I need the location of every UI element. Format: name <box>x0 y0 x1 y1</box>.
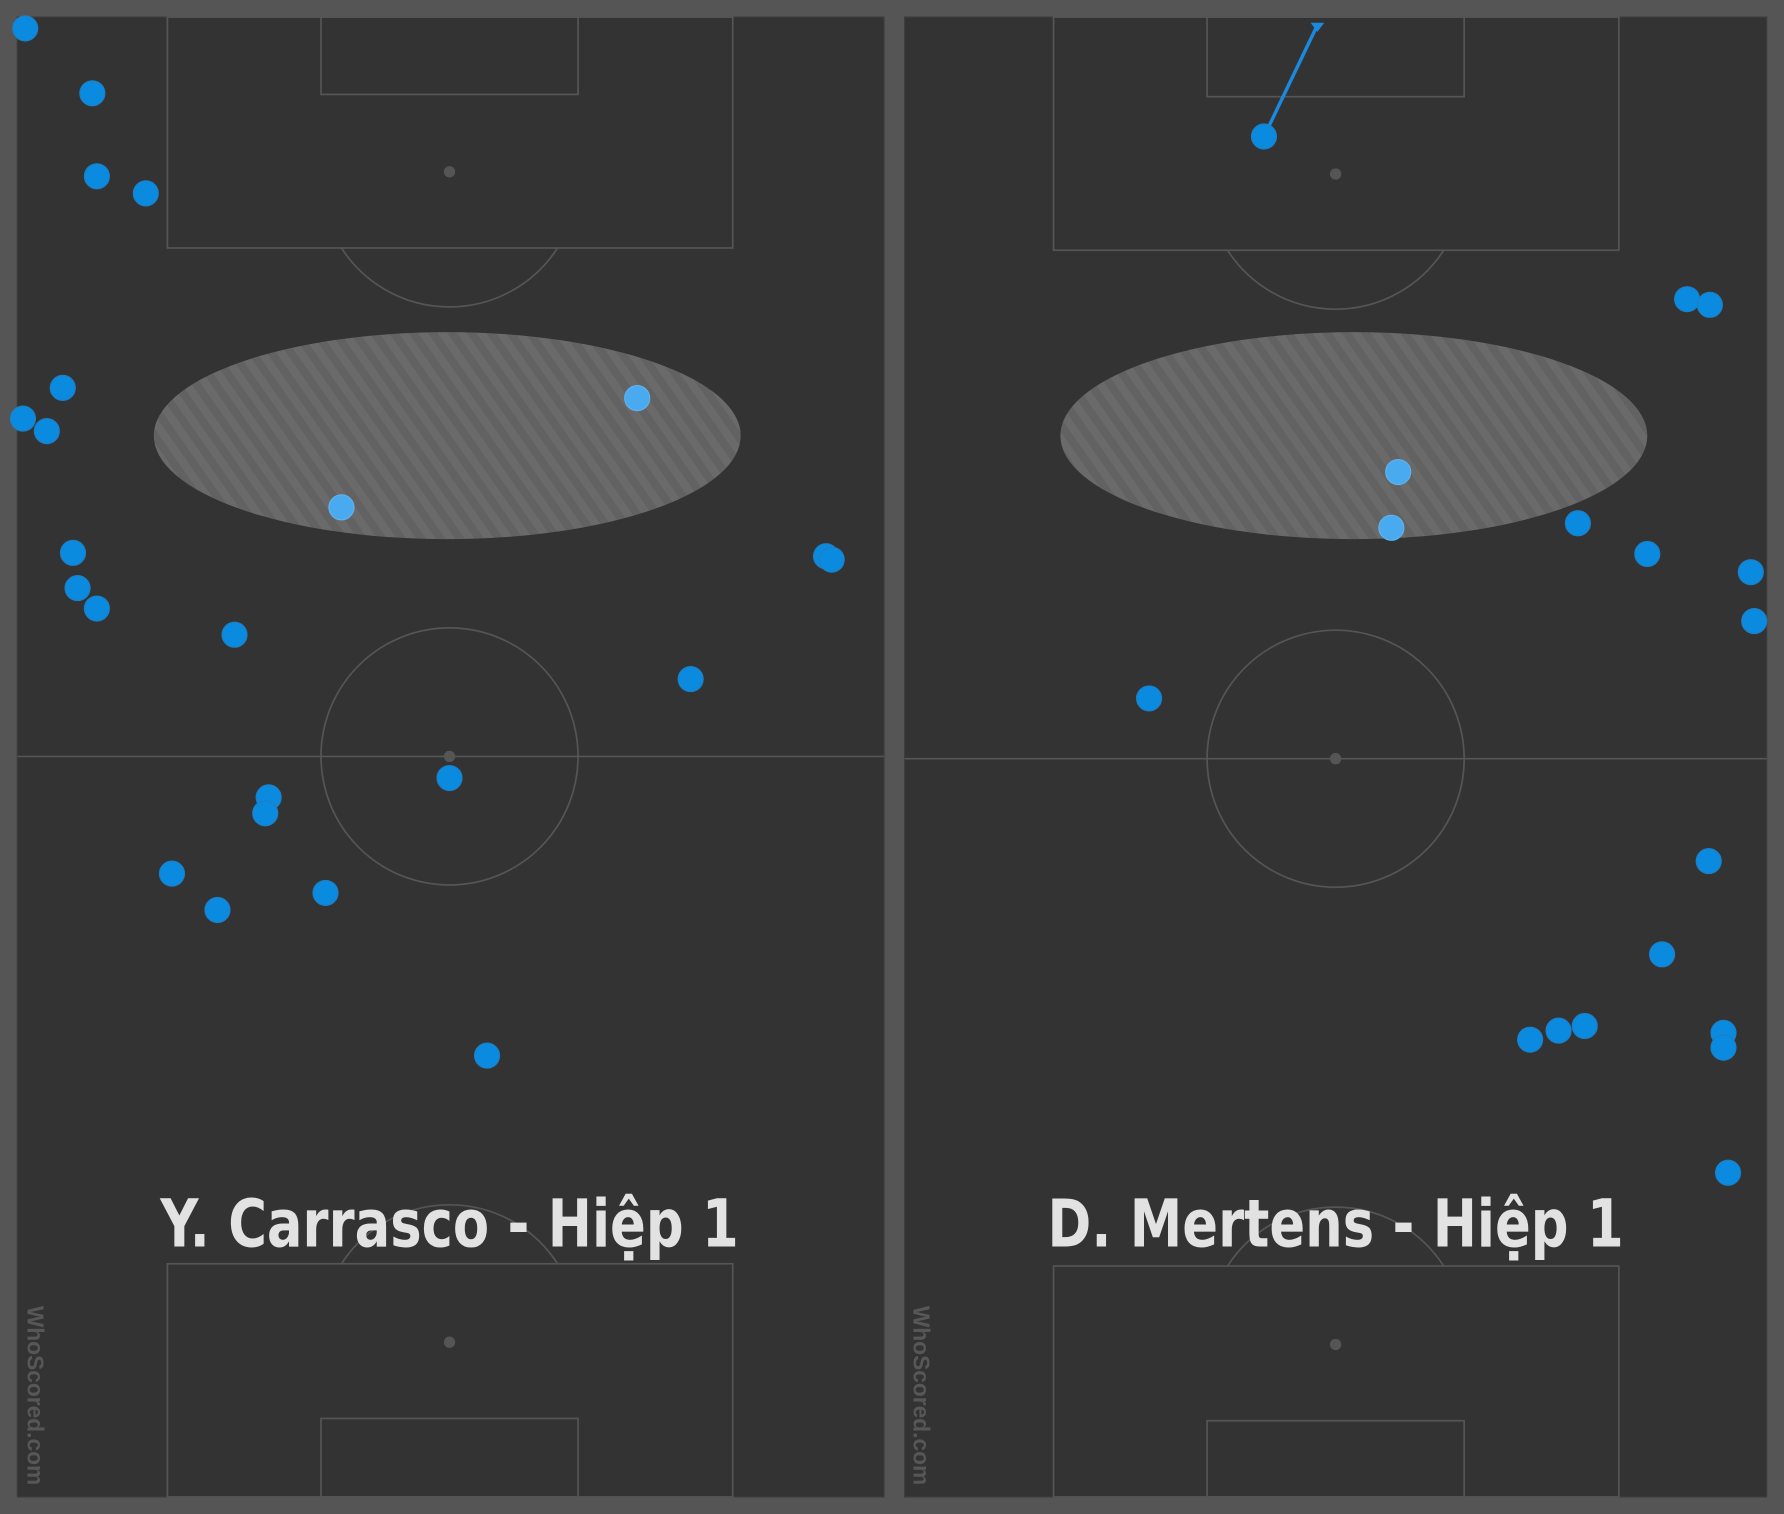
touch <box>132 180 159 207</box>
touch <box>1695 847 1722 875</box>
penalty-arc <box>1226 249 1445 311</box>
center-circle <box>1206 629 1466 889</box>
pitch-left: Y. Carrasco - Hiệp 1 WhoScored.com <box>9 15 885 1498</box>
touch <box>252 800 279 827</box>
touch <box>49 374 76 401</box>
touch <box>1634 540 1661 568</box>
touch <box>473 1042 501 1069</box>
penalty-arc <box>340 1203 559 1265</box>
touch <box>79 80 106 107</box>
six-yard-box <box>1206 1419 1466 1498</box>
touch <box>33 418 60 445</box>
touch <box>818 546 845 573</box>
touch <box>59 539 87 566</box>
touch <box>1571 1012 1598 1040</box>
touch <box>1696 291 1723 318</box>
pass-line <box>1262 24 1319 138</box>
touch <box>64 575 91 602</box>
pass-arrow <box>1310 22 1325 32</box>
center-circle <box>320 627 579 886</box>
touch <box>1564 510 1591 537</box>
pitch-right: D. Mertens - Hiệp 1 WhoScored.com <box>903 16 1768 1498</box>
touch <box>221 621 248 648</box>
touch <box>1517 1026 1544 1053</box>
penalty-spot <box>443 166 456 178</box>
touch <box>83 163 110 190</box>
zone-highlight <box>1060 332 1648 540</box>
penalty-spot <box>1329 168 1342 180</box>
watermark: WhoScored.com <box>23 1306 49 1485</box>
touch <box>328 494 355 521</box>
touch <box>1737 559 1764 586</box>
penalty-arc <box>1226 1206 1445 1267</box>
touch <box>83 595 110 622</box>
touch <box>12 15 39 42</box>
touch <box>9 405 37 432</box>
zone-highlight <box>153 332 741 540</box>
touch <box>1545 1017 1572 1044</box>
touch <box>1250 123 1278 150</box>
touch <box>204 896 231 924</box>
touch <box>1674 286 1701 313</box>
penalty-spot <box>1329 1338 1342 1351</box>
touch <box>1710 1034 1737 1061</box>
watermark: WhoScored.com <box>909 1306 935 1485</box>
six-yard-box <box>320 16 579 96</box>
touch <box>1378 514 1405 541</box>
six-yard-box <box>320 1417 579 1498</box>
touch <box>677 666 704 693</box>
touch <box>1649 941 1676 968</box>
touches <box>9 15 845 1069</box>
panel-title: Y. Carrasco - Hiệp 1 <box>159 1187 738 1263</box>
touch <box>436 764 463 792</box>
panel-title: D. Mertens - Hiệp 1 <box>1048 1187 1624 1263</box>
penalty-arc <box>340 247 559 308</box>
touches <box>1135 22 1768 1186</box>
touch <box>624 385 651 412</box>
touch <box>1714 1159 1742 1186</box>
touch <box>1741 607 1768 635</box>
center-spot <box>1329 753 1342 765</box>
touch <box>158 860 186 887</box>
touch <box>312 879 339 907</box>
touch <box>1385 458 1412 486</box>
six-yard-box <box>1206 16 1466 98</box>
penalty-spot <box>443 1336 456 1348</box>
touch <box>1135 685 1163 712</box>
center-spot <box>443 750 456 763</box>
